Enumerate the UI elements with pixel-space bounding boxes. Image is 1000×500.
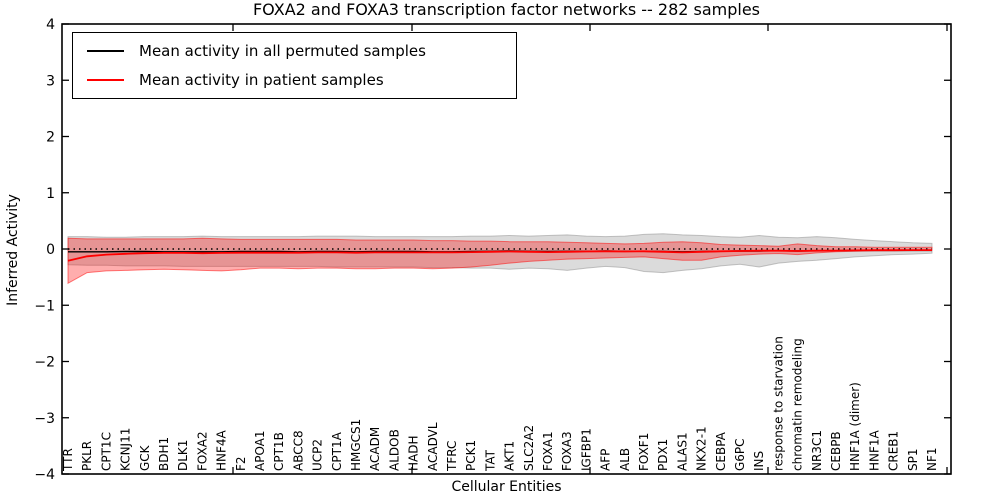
y-tick-label: −4: [34, 467, 55, 483]
x-tick-label: CPT1A: [330, 431, 344, 471]
x-tick-label: F2: [234, 456, 248, 471]
x-tick-label: FOXA1: [541, 431, 555, 471]
x-tick-label: CREB1: [887, 431, 901, 471]
x-tick-label: CPT1C: [99, 432, 113, 471]
legend-item-permuted: Mean activity in all permuted samples: [73, 42, 516, 60]
x-tick-label: APOA1: [253, 430, 267, 471]
y-tick-label: −2: [34, 355, 55, 371]
x-tick-label: IGFBP1: [579, 428, 593, 471]
x-tick-label: AFP: [599, 449, 613, 471]
y-tick-label: 4: [46, 17, 55, 33]
x-axis-label: Cellular Entities: [451, 479, 562, 495]
x-tick-label: TAT: [483, 449, 497, 472]
x-tick-label: HNF1A: [867, 429, 881, 471]
patient-line-swatch: [87, 79, 124, 82]
x-tick-label: AKT1: [503, 441, 517, 471]
x-tick-label: ACADVL: [426, 422, 440, 471]
x-tick-label: TTR: [61, 448, 75, 472]
chart-title: FOXA2 and FOXA3 transcription factor net…: [252, 0, 761, 19]
y-tick-label: −3: [34, 411, 55, 427]
x-tick-label: SLC2A2: [522, 425, 536, 471]
x-tick-label: ABCC8: [291, 430, 305, 471]
permuted-line-swatch: [87, 49, 124, 52]
x-tick-label: NF1: [925, 447, 939, 471]
x-tick-label: ALDOB: [387, 429, 401, 471]
x-tick-label: BDH1: [157, 437, 171, 471]
y-axis-label: Inferred Activity: [5, 194, 21, 306]
x-tick-label: SP1: [906, 449, 920, 472]
x-tick-label: DLK1: [176, 440, 190, 471]
x-tick-label: CPT1B: [272, 432, 286, 471]
x-tick-label: CEBPA: [714, 431, 728, 471]
x-tick-label: response to starvation: [771, 336, 785, 471]
patient-mean-line: [67, 249, 932, 262]
x-tick-label: ALAS1: [675, 432, 689, 471]
x-tick-label: ACADM: [368, 427, 382, 471]
x-tick-label: FOXA3: [560, 431, 574, 471]
x-tick-label: HMGCS1: [349, 419, 363, 471]
y-tick-label: 1: [46, 186, 55, 202]
x-tick-label: PDX1: [656, 439, 670, 471]
x-tick-label: KCNJ11: [119, 428, 133, 471]
x-tick-label: chromatin remodeling: [791, 338, 805, 471]
permuted-band: [67, 233, 933, 274]
x-tick-label: INS: [752, 451, 766, 471]
x-tick-label: HNF4A: [215, 429, 229, 471]
x-tick-label: HNF1A (dimer): [848, 382, 862, 471]
x-tick-label: FOXF1: [637, 433, 651, 471]
x-tick-label: ALB: [618, 448, 632, 471]
x-tick-label: UCP2: [311, 439, 325, 471]
y-tick-label: 2: [46, 130, 55, 146]
legend-item-patient: Mean activity in patient samples: [73, 71, 516, 89]
y-tick-label: 3: [46, 73, 55, 89]
x-tick-label: HADH: [407, 436, 421, 472]
legend-label-permuted: Mean activity in all permuted samples: [139, 41, 426, 60]
legend-label-patient: Mean activity in patient samples: [139, 71, 384, 90]
x-tick-label: TFRC: [445, 441, 459, 472]
x-tick-label: FOXA2: [195, 431, 209, 471]
legend: Mean activity in all permuted samples Me…: [72, 32, 517, 99]
y-tick-label: −1: [34, 298, 55, 314]
x-tick-label: NKX2-1: [695, 426, 709, 471]
x-tick-label: PKLR: [80, 441, 94, 471]
x-tick-label: NR3C1: [810, 430, 824, 471]
x-tick-label: PCK1: [464, 440, 478, 471]
y-tick-label: 0: [46, 242, 55, 258]
x-tick-label: GCK: [138, 444, 152, 471]
x-tick-label: CEBPB: [829, 431, 843, 471]
x-tick-label: G6PC: [733, 438, 747, 471]
